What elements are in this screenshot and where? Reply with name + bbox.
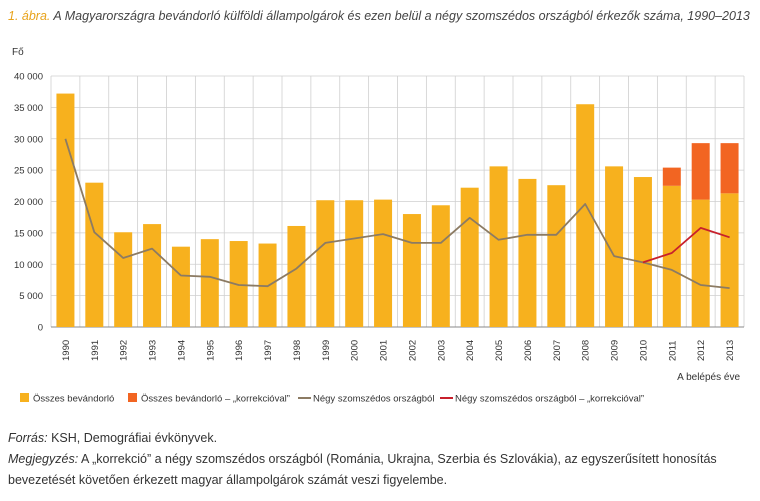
x-tick-label: 2004 (465, 340, 476, 361)
legend-label: Összes bevándorló (33, 394, 114, 405)
bar (85, 182, 104, 327)
x-tick-label: 2008 (581, 340, 592, 361)
chart: 0 5 000 10 000 15 000 20 000 25 000 30 000 35 0… (12, 47, 745, 405)
bar (691, 199, 710, 327)
x-tick-label: 2006 (523, 340, 534, 361)
y-axis-label: Fő (12, 47, 24, 58)
source-text: KSH, Demográfiai évkönyvek. (47, 431, 218, 445)
bar (633, 177, 652, 327)
bar (345, 200, 364, 327)
legend-swatch (128, 393, 137, 402)
bar (662, 185, 681, 327)
bar (576, 104, 595, 327)
bar (316, 200, 335, 327)
legend-label: Négy szomszédos országból (313, 394, 434, 405)
bar (402, 214, 421, 327)
x-tick-label: 1995 (205, 340, 216, 361)
y-tick-label: 5 000 (19, 291, 43, 302)
x-tick-label: 1993 (148, 340, 159, 361)
lines (64, 138, 730, 289)
bar (518, 178, 537, 327)
x-tick-label: 2003 (436, 340, 447, 361)
x-tick-labels: 1990 1991 1992 1993 1994 1995 1996 1997 1998 1999… (61, 340, 736, 361)
bar (431, 205, 450, 327)
source-label: Forrás: (8, 431, 48, 445)
bar (720, 193, 739, 327)
y-tick-label: 15 000 (14, 228, 43, 239)
x-tick-label: 2005 (494, 340, 505, 361)
x-tick-label: 2011 (667, 341, 678, 361)
note-label: Megjegyzés: (8, 452, 79, 466)
y-tick-labels: 0 5 000 10 000 15 000 20 000 25 000 30 000 35 0… (14, 72, 43, 334)
x-tick-label: 2013 (725, 340, 736, 361)
legend-label: Összes bevándorló – „korrekcióval” (141, 394, 290, 405)
bar-correction (720, 143, 739, 194)
bars (56, 93, 739, 327)
x-tick-label: 2000 (350, 340, 361, 361)
bar (143, 224, 162, 327)
figure-title: 1. ábra. A Magyarországra bevándorló kül… (8, 9, 750, 23)
y-tick-label: 20 000 (14, 197, 43, 208)
x-tick-label: 1991 (90, 340, 101, 361)
x-tick-label: 1994 (176, 340, 187, 361)
x-tick-label: 2001 (379, 340, 390, 361)
x-tick-label: 1999 (321, 340, 332, 361)
bar-correction (662, 167, 681, 186)
bar (200, 239, 219, 327)
x-tick-label: 2002 (407, 340, 418, 361)
bar (374, 199, 393, 327)
bar (171, 246, 190, 327)
x-tick-label: 2007 (552, 340, 563, 361)
legend: Összes bevándorló Összes bevándorló – „ko… (20, 393, 644, 405)
x-tick-label: 1992 (119, 340, 130, 361)
note-text: A „korrekció” a négy szomszédos országbó… (8, 452, 717, 487)
y-tick-label: 30 000 (14, 134, 43, 145)
y-tick-label: 35 000 (14, 103, 43, 114)
bar (114, 232, 133, 327)
y-tick-label: 0 (38, 323, 43, 334)
x-tick-label: 1996 (234, 340, 245, 361)
figure-notes: Forrás: KSH, Demográfiai évkönyvek. Megj… (8, 428, 753, 491)
x-tick-label: 2010 (638, 340, 649, 361)
series-line (64, 138, 730, 289)
figure-number: 1. ábra. (8, 9, 51, 23)
bar (287, 225, 306, 327)
source-line: Forrás: KSH, Demográfiai évkönyvek. (8, 428, 753, 449)
bar (605, 166, 624, 327)
x-tick-label: 1990 (61, 340, 72, 361)
gridlines (50, 75, 745, 328)
bar (489, 166, 508, 327)
bar (460, 187, 479, 327)
y-tick-label: 25 000 (14, 166, 43, 177)
legend-swatch (20, 393, 29, 402)
y-tick-label: 40 000 (14, 72, 43, 83)
bar (229, 241, 248, 327)
bar (56, 93, 75, 327)
note-line: Megjegyzés: A „korrekció” a négy szomszé… (8, 449, 753, 491)
series-line-correction (642, 226, 730, 264)
x-tick-label: 1997 (263, 340, 274, 361)
figure-title-text: A Magyarországra bevándorló külföldi áll… (53, 9, 750, 23)
x-tick-label: 2012 (696, 340, 707, 361)
legend-label: Négy szomszédos országból – „korrekcióva… (455, 394, 644, 405)
bar (547, 185, 566, 327)
bar-correction (691, 143, 710, 200)
x-axis-label: A belépés éve (677, 372, 740, 383)
y-tick-label: 10 000 (14, 260, 43, 271)
x-tick-label: 1998 (292, 340, 303, 361)
x-tick-label: 2009 (610, 340, 621, 361)
